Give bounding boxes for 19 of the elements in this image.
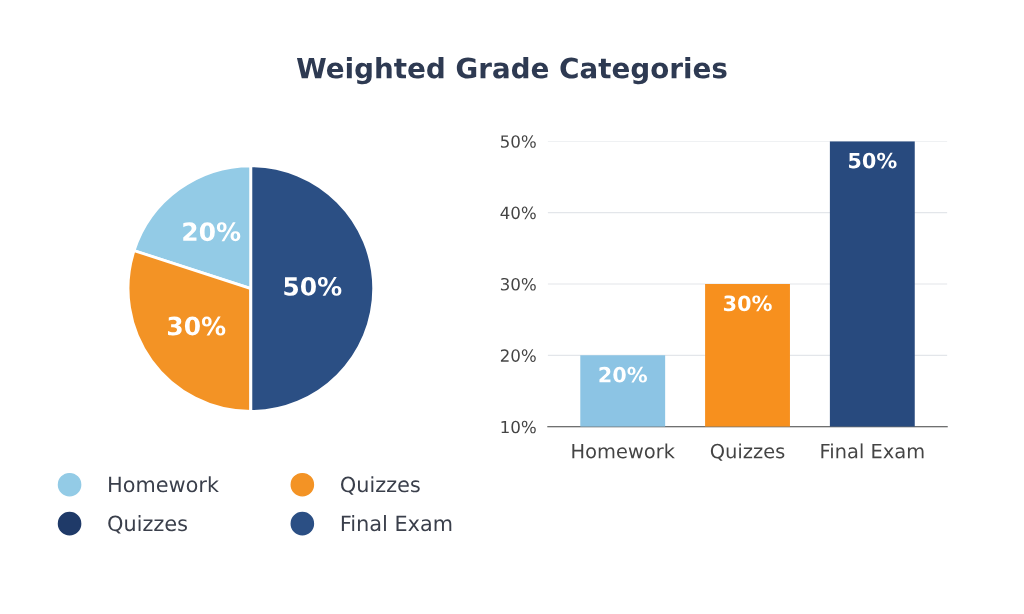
y-tick-label: 10% (501, 420, 536, 434)
legend-label: Quizzes (108, 515, 187, 534)
legend-label: Final Exam (341, 515, 452, 532)
y-tick-label: 50% (500, 135, 536, 148)
data-label: 20% (183, 222, 241, 242)
x-tick-label: Homework (572, 443, 675, 459)
x-tick-label: Final Exam (821, 443, 924, 459)
text: Weighted Grade Categories (296, 57, 727, 85)
legend-label: Homework (109, 476, 219, 493)
data-label: 30% (723, 295, 772, 312)
data-label: 30% (167, 316, 226, 336)
legend-label: Quizzes (341, 476, 420, 495)
y-tick-label: 30% (500, 277, 536, 291)
data-label: 20% (599, 366, 647, 383)
data-label: 50% (284, 276, 342, 296)
data-label: 50% (848, 152, 897, 169)
y-tick-label: 40% (500, 206, 536, 220)
x-tick-label: Quizzes (710, 443, 785, 461)
y-tick-label: 20% (500, 349, 536, 362)
